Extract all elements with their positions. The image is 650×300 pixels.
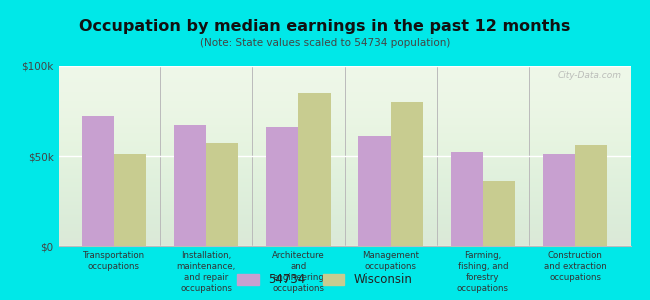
- Bar: [391, 102, 423, 246]
- Bar: [206, 143, 239, 246]
- Bar: [483, 181, 515, 246]
- Text: City-Data.com: City-Data.com: [558, 71, 622, 80]
- Bar: [114, 154, 146, 246]
- Bar: [266, 127, 298, 246]
- Text: (Note: State values scaled to 54734 population): (Note: State values scaled to 54734 popu…: [200, 38, 450, 47]
- Bar: [450, 152, 483, 246]
- Bar: [358, 136, 391, 246]
- Legend: 54734, Wisconsin: 54734, Wisconsin: [233, 269, 417, 291]
- Bar: [575, 145, 608, 246]
- Bar: [298, 93, 331, 246]
- Bar: [81, 116, 114, 246]
- Bar: [174, 125, 206, 246]
- Text: Occupation by median earnings in the past 12 months: Occupation by median earnings in the pas…: [79, 20, 571, 34]
- Bar: [543, 154, 575, 246]
